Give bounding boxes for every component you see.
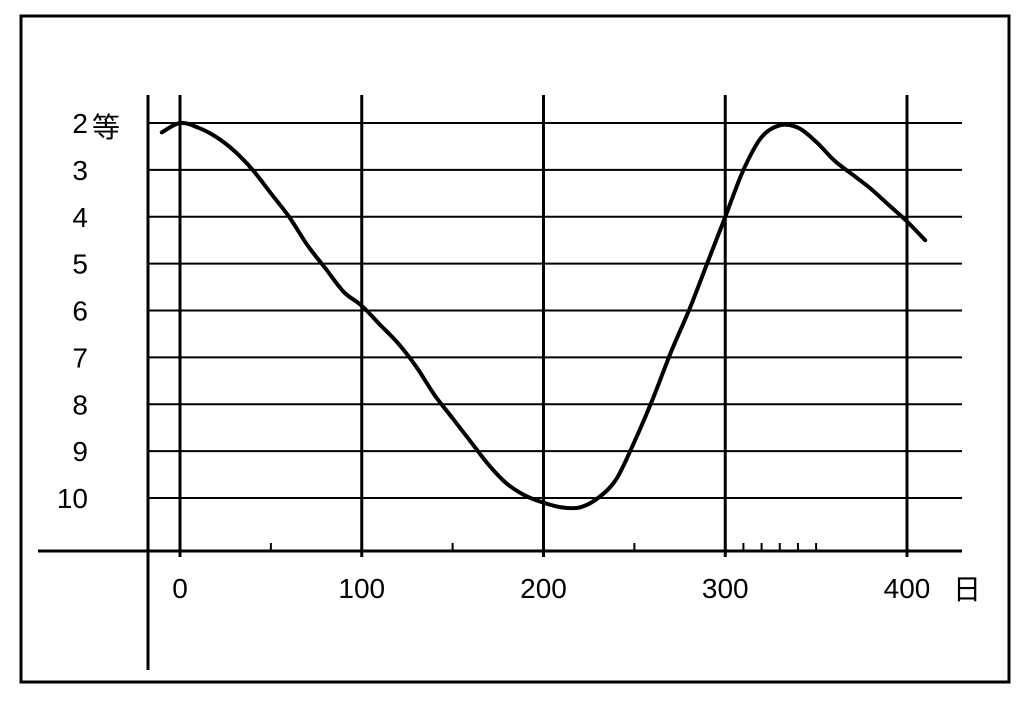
y-tick-label: 10 xyxy=(57,483,88,514)
y-tick-label: 2 xyxy=(72,108,88,139)
y-tick-label: 3 xyxy=(72,155,88,186)
y-tick-label: 9 xyxy=(72,436,88,467)
series-line xyxy=(159,120,928,511)
chart-frame xyxy=(19,14,1011,684)
x-tick-labels: 0 100 200 300 400 xyxy=(172,573,930,604)
y-unit-label: 等 xyxy=(92,112,120,143)
y-tick-labels: 2 3 4 5 6 7 8 9 10 xyxy=(57,108,88,514)
horizontal-gridlines xyxy=(148,122,962,499)
y-tick-label: 8 xyxy=(72,389,88,420)
y-tick-label: 4 xyxy=(72,202,88,233)
x-tick-label: 200 xyxy=(520,573,567,604)
x-tick-label: 0 xyxy=(172,573,188,604)
x-tick-label: 300 xyxy=(702,573,749,604)
y-tick-label: 5 xyxy=(72,249,88,280)
x-tick-label: 100 xyxy=(338,573,385,604)
y-tick-label: 6 xyxy=(72,296,88,327)
y-tick-label: 7 xyxy=(72,342,88,373)
minor-ticks xyxy=(269,543,818,551)
x-unit-label: 日 xyxy=(953,574,981,605)
x-tick-label: 400 xyxy=(884,573,931,604)
vertical-gridlines xyxy=(178,95,909,557)
